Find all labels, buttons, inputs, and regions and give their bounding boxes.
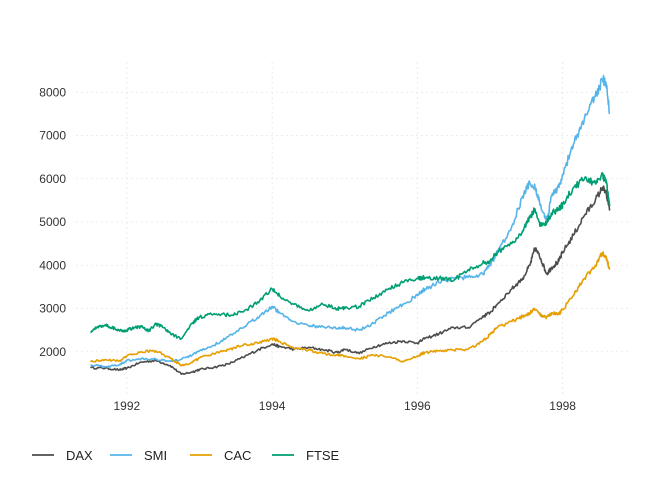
y-tick-label: 6000 [39, 172, 66, 186]
x-tick-label: 1996 [404, 399, 431, 413]
series-lines [89, 74, 611, 375]
legend-label-smi: SMI [144, 448, 167, 463]
y-tick-label: 5000 [39, 215, 66, 229]
y-tick-label: 8000 [39, 85, 66, 99]
y-tick-label: 7000 [39, 129, 66, 143]
x-axis-ticks: 1992 1994 1996 1998 [113, 399, 576, 413]
legend-label-dax: DAX [66, 448, 93, 463]
x-tick-label: 1994 [259, 399, 286, 413]
y-axis-ticks: 2000 3000 4000 5000 6000 7000 8000 [39, 85, 66, 358]
series-line-dax [90, 185, 611, 375]
y-tick-label: 3000 [39, 302, 66, 316]
y-tick-label: 4000 [39, 258, 66, 272]
series-line-cac [89, 251, 611, 367]
grid [76, 62, 628, 395]
legend: DAX SMI CAC FTSE [32, 448, 340, 463]
y-tick-label: 2000 [39, 345, 66, 359]
series-line-ftse [90, 172, 611, 341]
x-tick-label: 1992 [113, 399, 140, 413]
series-line-smi [90, 74, 611, 369]
x-tick-label: 1998 [549, 399, 576, 413]
legend-label-cac: CAC [224, 448, 251, 463]
legend-label-ftse: FTSE [306, 448, 340, 463]
